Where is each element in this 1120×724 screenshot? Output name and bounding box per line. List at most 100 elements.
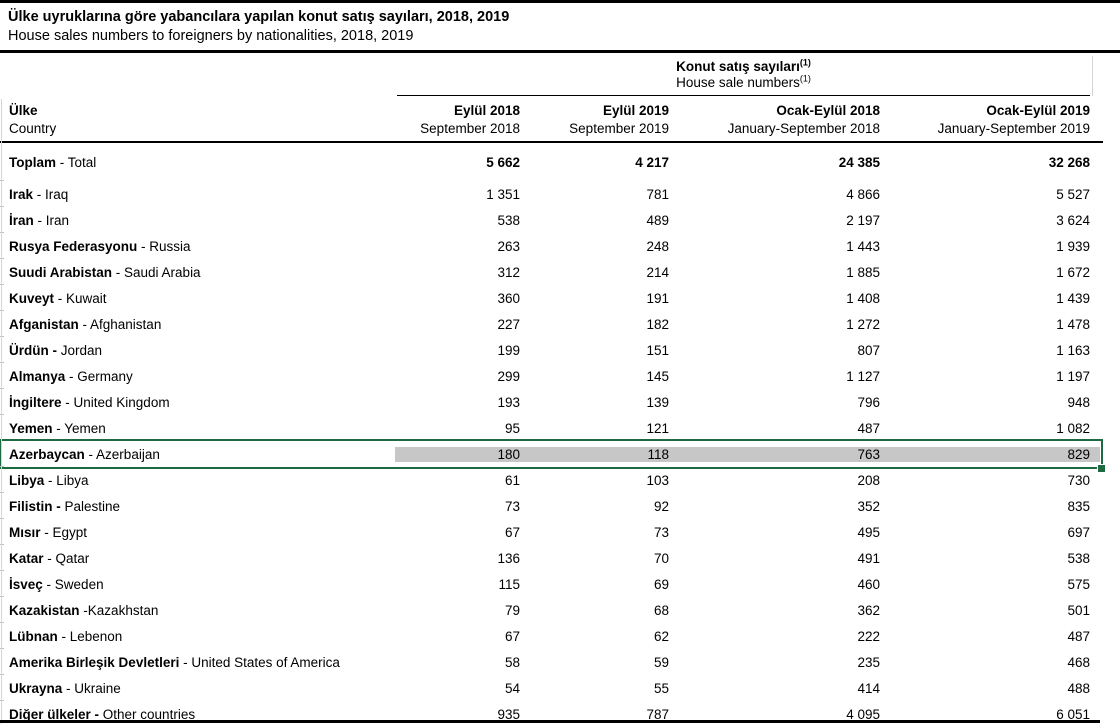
value-cell-jansep-2019: 948	[1067, 394, 1090, 410]
value-cell-sep-2018: 54	[504, 680, 520, 696]
value-cell-jansep-2018: 1 408	[846, 290, 880, 306]
page-title-turkish: Ülke uyruklarına göre yabancılara yapıla…	[8, 9, 510, 25]
table-row: Katar - Qatar 136 70 491 538	[0, 544, 1100, 571]
table-row: İsveç - Sweden 115 69 460 575	[0, 570, 1100, 597]
value-cell-jansep-2018: 222	[857, 628, 880, 644]
group-header-english: House sale numbers(1)	[676, 73, 811, 90]
value-cell-sep-2018: 538	[497, 212, 520, 228]
country-name-cell: Kazakistan -Kazakhstan	[9, 602, 159, 618]
table-row: Filistin - Palestine 73 92 352 835	[0, 492, 1100, 519]
value-cell-sep-2019: 182	[646, 316, 669, 332]
value-cell-sep-2018: 95	[504, 420, 520, 436]
value-cell-sep-2018: 73	[504, 498, 520, 514]
value-cell-sep-2019: 787	[646, 706, 669, 722]
value-cell-sep-2019: 92	[653, 498, 669, 514]
value-cell-jansep-2018: 1 127	[846, 368, 880, 384]
value-cell-sep-2018: 1 351	[486, 186, 520, 202]
table-row: İran - Iran 538 489 2 197 3 624	[0, 206, 1100, 233]
value-cell-jansep-2018: 495	[857, 524, 880, 540]
value-cell-jansep-2018: 1 443	[846, 238, 880, 254]
table-row: Libya - Libya 61 103 208 730	[0, 466, 1100, 493]
value-cell-sep-2018: 180	[395, 446, 530, 462]
table-row: Mısır - Egypt 67 73 495 697	[0, 518, 1100, 545]
value-cell-jansep-2019: 575	[1067, 576, 1090, 592]
column-group-header: Konut satış sayıları(1) House sale numbe…	[397, 53, 1090, 96]
table-body: Toplam - Total 5 662 4 217 24 385 32 268…	[0, 143, 1120, 724]
value-cell-jansep-2019: 1 197	[1056, 368, 1090, 384]
group-header-turkish: Konut satış sayıları(1)	[676, 57, 811, 74]
value-cell-sep-2018: 58	[504, 654, 520, 670]
left-gridline	[1, 99, 2, 724]
country-name-cell: Katar - Qatar	[9, 550, 90, 566]
country-name-cell: Libya - Libya	[9, 472, 89, 488]
value-cell-jansep-2019: 6 051	[1056, 706, 1090, 722]
value-cell-jansep-2018: 796	[857, 394, 880, 410]
country-name-cell: Irak - Iraq	[9, 186, 69, 202]
value-cell-jansep-2019: 501	[1067, 602, 1090, 618]
value-cell-jansep-2018: 763	[679, 446, 890, 462]
country-name-cell: İngiltere - United Kingdom	[9, 394, 170, 410]
value-cell-jansep-2019: 1 939	[1056, 238, 1090, 254]
table-row: İngiltere - United Kingdom 193 139 796 9…	[0, 388, 1100, 415]
value-cell-sep-2018: 5 662	[486, 154, 520, 170]
value-cell-sep-2018: 67	[504, 524, 520, 540]
value-cell-jansep-2019: 835	[1067, 498, 1090, 514]
country-name-cell: Afganistan - Afghanistan	[9, 316, 162, 332]
value-cell-jansep-2018: 352	[857, 498, 880, 514]
country-name-cell: Toplam - Total	[9, 154, 97, 170]
value-cell-jansep-2018: 4 095	[846, 706, 880, 722]
value-cell-jansep-2018: 487	[857, 420, 880, 436]
value-cell-jansep-2018: 24 385	[838, 154, 880, 170]
value-cell-jansep-2019: 1 672	[1056, 264, 1090, 280]
value-cell-sep-2019: 59	[653, 654, 669, 670]
value-cell-sep-2019: 151	[646, 342, 669, 358]
value-cell-jansep-2019: 1 439	[1056, 290, 1090, 306]
value-cell-jansep-2019: 3 624	[1056, 212, 1090, 228]
value-cell-sep-2019: 70	[653, 550, 669, 566]
value-cell-jansep-2019: 487	[1067, 628, 1090, 644]
value-cell-jansep-2019: 697	[1067, 524, 1090, 540]
country-name-cell: İsveç - Sweden	[9, 576, 104, 592]
value-cell-jansep-2018: 491	[857, 550, 880, 566]
table-row: Ürdün - Jordan 199 151 807 1 163	[0, 336, 1100, 363]
country-name-cell: Amerika Birleşik Devletleri - United Sta…	[9, 654, 340, 670]
value-cell-jansep-2018: 2 197	[846, 212, 880, 228]
value-cell-sep-2019: 68	[653, 602, 669, 618]
table-row: Diğer ülkeler - Other countries 935 787 …	[0, 700, 1100, 724]
value-cell-jansep-2019: 1 082	[1056, 420, 1090, 436]
table-row: Rusya Federasyonu - Russia 263 248 1 443…	[0, 232, 1100, 259]
column-header-jansep-2019: Ocak-Eylül 2019 January-September 2019	[937, 103, 1090, 136]
value-cell-sep-2019: 62	[653, 628, 669, 644]
page-title-block: Ülke uyruklarına göre yabancılara yapıla…	[0, 3, 1120, 53]
table-row: Almanya - Germany 299 145 1 127 1 197	[0, 362, 1100, 389]
value-cell-sep-2019: 139	[646, 394, 669, 410]
country-name-cell: Kuveyt - Kuwait	[9, 290, 107, 306]
country-name-cell: Filistin - Palestine	[9, 498, 121, 514]
value-cell-sep-2019: 214	[646, 264, 669, 280]
selection-fill-handle[interactable]	[1097, 464, 1106, 473]
table-row-selected[interactable]: Azerbaycan - Azerbaijan 180 118 763 829	[0, 439, 1106, 473]
value-cell-sep-2018: 193	[497, 394, 520, 410]
column-header-jansep-2018: Ocak-Eylül 2018 January-September 2018	[727, 103, 880, 136]
table-bottom-rule	[0, 720, 1100, 723]
value-cell-sep-2018: 935	[497, 706, 520, 722]
value-cell-sep-2019: 69	[653, 576, 669, 592]
table-row-total: Toplam - Total 5 662 4 217 24 385 32 268	[0, 143, 1100, 181]
value-cell-jansep-2018: 807	[857, 342, 880, 358]
value-cell-sep-2018: 227	[497, 316, 520, 332]
country-name-cell: Rusya Federasyonu - Russia	[9, 238, 191, 254]
value-cell-sep-2018: 312	[497, 264, 520, 280]
value-cell-sep-2019: 121	[646, 420, 669, 436]
value-cell-sep-2019: 118	[530, 446, 679, 462]
right-gridline	[1092, 56, 1093, 96]
country-name-cell: Diğer ülkeler - Other countries	[9, 706, 196, 722]
value-cell-jansep-2018: 1 885	[846, 264, 880, 280]
table-row: Suudi Arabistan - Saudi Arabia 312 214 1…	[0, 258, 1100, 285]
value-cell-sep-2018: 263	[497, 238, 520, 254]
table-row: Yemen - Yemen 95 121 487 1 082	[0, 414, 1100, 441]
country-name-cell: Almanya - Germany	[9, 368, 133, 384]
value-cell-jansep-2019: 1 163	[1056, 342, 1090, 358]
value-cell-sep-2019: 248	[646, 238, 669, 254]
table-row: Irak - Iraq 1 351 781 4 866 5 527	[0, 180, 1100, 207]
value-cell-jansep-2019: 730	[1067, 472, 1090, 488]
